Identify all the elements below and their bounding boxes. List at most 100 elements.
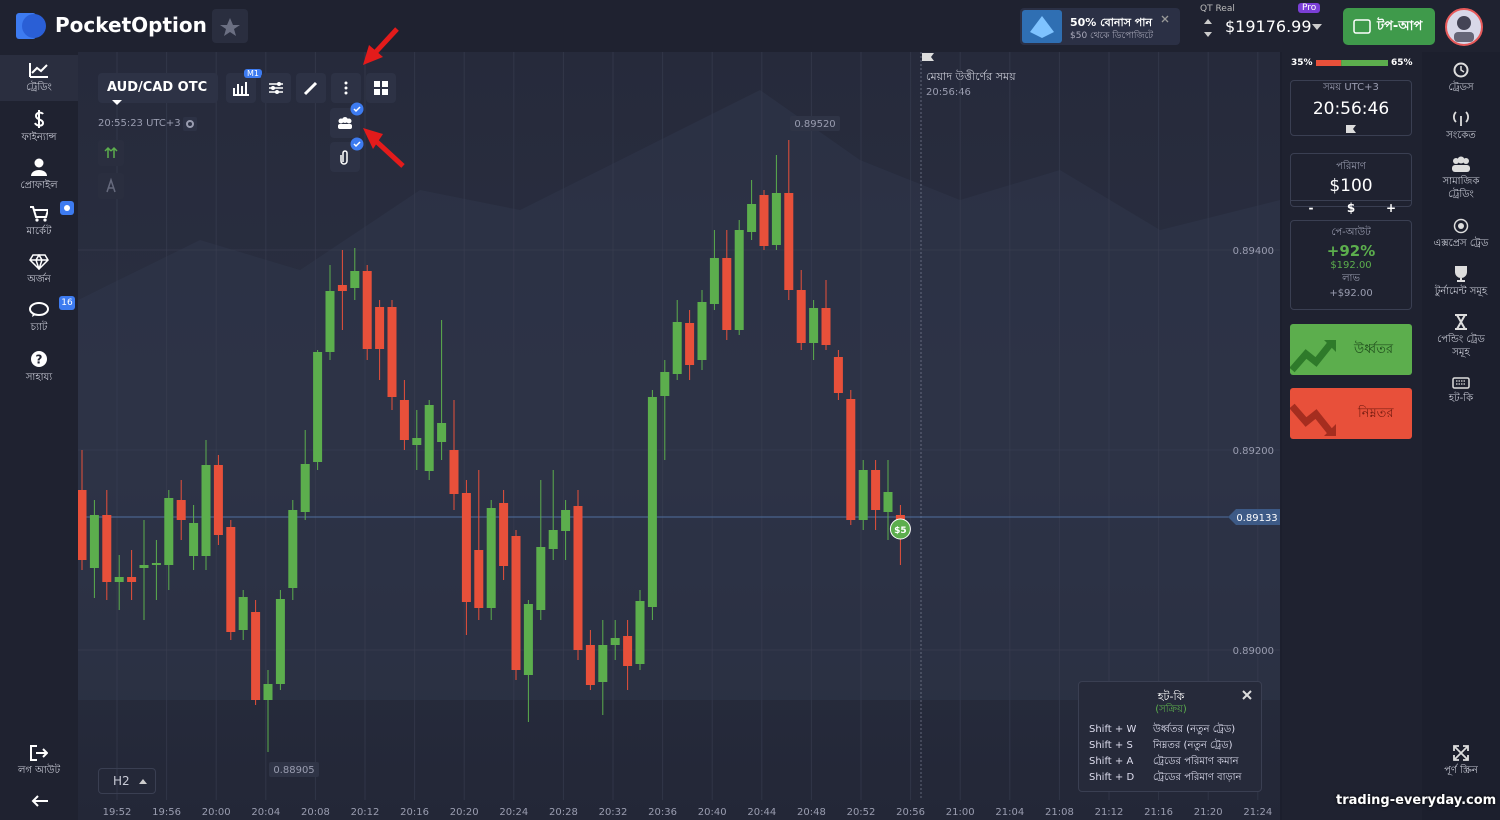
right-nav-label: সংকেত (1446, 130, 1476, 141)
logout[interactable]: লগ আউট (0, 745, 78, 780)
candle-body (796, 290, 806, 343)
hotkey-key: Shift + A (1089, 756, 1134, 767)
tool-button[interactable] (98, 173, 124, 199)
right-nav (1422, 52, 1500, 820)
high-label-box (790, 116, 840, 131)
drawing-button[interactable] (296, 73, 326, 103)
svg-text:?: ? (36, 353, 43, 367)
nav-label: অর্জন (27, 274, 51, 285)
candle-body (610, 638, 620, 645)
favorite-button[interactable] (212, 9, 248, 43)
period-selector[interactable]: H2 (98, 768, 156, 794)
candle-body (623, 636, 633, 666)
right-nav-item[interactable]: সামাজিক ট্রেডিং (1422, 156, 1500, 201)
candle-body (635, 601, 645, 664)
hotkeys-list: Shift + W উর্ধ্বতর (নতুন ট্রেড) Shift + S ন… (1089, 722, 1259, 786)
nav-item[interactable]: অর্জন (0, 254, 78, 289)
layout-button[interactable] (366, 73, 396, 103)
candle-body (151, 563, 161, 565)
right-nav-item[interactable]: পেন্ডিং ট্রেড সমূহ (1422, 314, 1500, 359)
down-button[interactable]: নিম্নতর (1290, 388, 1412, 439)
indicators-button[interactable] (261, 73, 291, 103)
nav-item[interactable]: ? সাহায্য (0, 350, 78, 387)
nav-item[interactable]: ফাইন্যান্স (0, 110, 78, 147)
candle-body (685, 323, 695, 365)
logo-icon (16, 13, 46, 39)
nav-label: ট্রেডিং (26, 82, 52, 93)
balance-icon (1204, 19, 1212, 37)
amount-currency[interactable]: $ (1346, 201, 1356, 215)
hotkey-key: Shift + D (1089, 772, 1135, 783)
amount-minus[interactable]: - (1308, 201, 1314, 215)
check-badge (350, 137, 364, 151)
hotkeys-panel: হট-কি (সক্রিয়) Shift + W উর্ধ্বতর (নতুন … (1078, 681, 1262, 792)
candle-body (337, 285, 347, 291)
nav-item[interactable]: ট্রেডিং (0, 62, 78, 97)
x-tick-label: 19:52 (103, 807, 132, 818)
right-nav-item[interactable]: টুর্নামেন্ট সমূহ (1422, 266, 1500, 298)
candle-body (114, 577, 124, 582)
right-nav-label: হট-কি (1448, 393, 1474, 404)
candle-body (759, 195, 769, 246)
candle-body (833, 357, 843, 393)
amount-plus[interactable]: + (1385, 201, 1397, 215)
y-tick-label: 0.89400 (1233, 246, 1274, 257)
hotkey-key: Shift + W (1089, 724, 1137, 735)
more-button[interactable] (331, 73, 361, 103)
tool-button[interactable] (98, 140, 124, 166)
close-button[interactable] (1242, 690, 1252, 700)
nav-item[interactable]: মার্কেট (0, 206, 78, 241)
chart-type-button[interactable] (226, 73, 256, 103)
collapse-arrow[interactable] (31, 795, 49, 807)
annotation-arrows (363, 27, 405, 168)
hotkeys-status: (সক্রিয়) (1155, 704, 1187, 715)
expiry-flag (922, 53, 934, 61)
nav-label: ফাইন্যান্স (21, 132, 57, 143)
up-button[interactable]: উর্ধ্বতর (1290, 324, 1412, 375)
nav-label: মার্কেট (26, 226, 52, 237)
trade-marker (889, 518, 911, 540)
right-nav-label: এক্সপ্রেস ট্রেড (1433, 238, 1489, 249)
candle-body (437, 423, 447, 442)
right-nav-item[interactable]: হট-কি (1422, 377, 1500, 405)
x-tick-label: 20:48 (797, 807, 826, 818)
watermark: trading-everyday.com (1336, 793, 1497, 808)
candle-body (722, 258, 732, 330)
candle-body (548, 530, 558, 549)
candle-body (747, 204, 757, 232)
x-tick-label: 21:00 (946, 807, 975, 818)
amount-box[interactable]: পরিমাণ $100 - $ + (1290, 153, 1412, 215)
right-nav-item[interactable]: সংকেত (1422, 110, 1500, 142)
nav-item[interactable]: প্রোফাইল (0, 158, 78, 195)
amount-value: $100 (1329, 176, 1373, 196)
right-nav-item[interactable]: পূর্ণ স্ক্রিন (1422, 745, 1500, 777)
x-tick-label: 20:44 (747, 807, 776, 818)
right-nav-item[interactable]: ট্রেডস (1422, 62, 1500, 94)
candle-body (573, 506, 583, 650)
time-box[interactable]: সময় UTC+3 20:56:46 (1290, 80, 1412, 136)
time-settings[interactable] (183, 117, 197, 131)
x-tick-label: 21:20 (1194, 807, 1223, 818)
period: H2 (113, 774, 130, 788)
bonus-title: 50% বোনাস পান (1070, 16, 1153, 29)
x-tick-label: 21:24 (1243, 807, 1272, 818)
candle-body (598, 645, 608, 682)
amount-label: পরিমাণ (1333, 159, 1369, 176)
nav-label: চ্যাট (30, 322, 48, 333)
candle-body (362, 271, 372, 349)
avatar[interactable] (1445, 8, 1483, 46)
candle-body (461, 493, 471, 602)
candle-body (300, 464, 310, 512)
low-label-box (269, 762, 319, 777)
candle-body (449, 450, 459, 494)
balance[interactable]: $19176.99 (1225, 17, 1312, 36)
time-value: 20:56:46 (1312, 99, 1390, 119)
nav-item[interactable]: চ্যাট (0, 302, 78, 337)
right-nav-item[interactable]: এক্সপ্রেস ট্রেড (1422, 218, 1500, 250)
top-bar: PocketOption 50% বোনাস পান $50 থেকে ডিপো… (0, 0, 1500, 52)
asset-selector[interactable]: AUD/CAD OTC (98, 73, 218, 105)
nav-active (0, 55, 78, 101)
bonus-banner[interactable]: 50% বোনাস পান $50 থেকে ডিপোজিটে (1020, 8, 1180, 45)
timeframe-badge: M1 (244, 69, 262, 78)
topup-button[interactable]: টপ-আপ (1343, 8, 1435, 45)
